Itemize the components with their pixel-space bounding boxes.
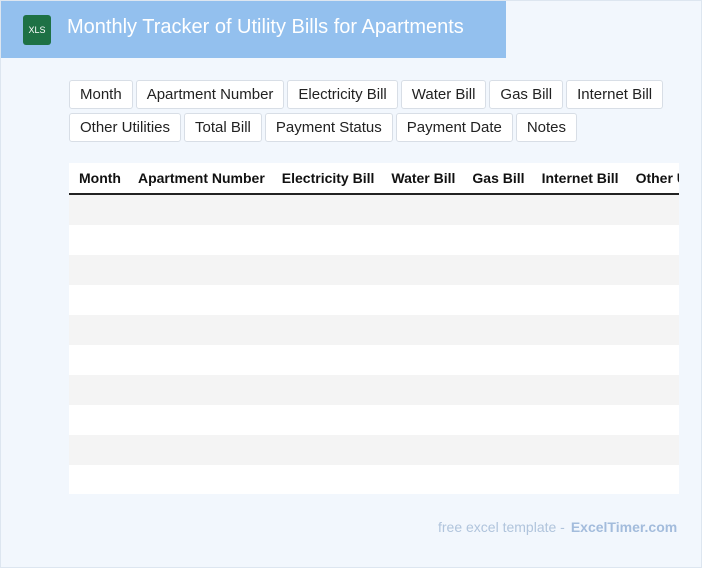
table-row bbox=[69, 255, 679, 285]
table-row bbox=[69, 435, 679, 465]
table-row bbox=[69, 375, 679, 405]
table-row bbox=[69, 315, 679, 345]
table-row bbox=[69, 195, 679, 225]
table-header: Month Apartment Number Electricity Bill Wat… bbox=[69, 163, 679, 195]
footer-text: free excel template - bbox=[438, 519, 565, 535]
table-row bbox=[69, 345, 679, 375]
column-header: Electricity Bill bbox=[281, 170, 375, 186]
field-tag[interactable]: Total Bill bbox=[184, 113, 262, 142]
table-body bbox=[69, 195, 679, 494]
table-row bbox=[69, 225, 679, 255]
field-tag[interactable]: Other Utilities bbox=[69, 113, 182, 142]
column-header: Month bbox=[79, 170, 121, 186]
column-header: Apartment Number bbox=[137, 170, 265, 186]
table-row bbox=[69, 465, 679, 494]
column-header: Gas Bill bbox=[472, 170, 525, 186]
table: Month Apartment Number Electricity Bill Wat… bbox=[69, 163, 679, 494]
field-tag[interactable]: Payment Date bbox=[395, 113, 513, 142]
field-tag[interactable]: Water Bill bbox=[400, 80, 487, 109]
footer-link[interactable]: ExcelTimer.com bbox=[570, 519, 678, 535]
field-tag[interactable]: Notes bbox=[515, 113, 578, 142]
field-tag[interactable]: Month bbox=[69, 80, 133, 109]
column-header: Other Utilities bbox=[635, 170, 679, 186]
table-row bbox=[69, 285, 679, 315]
footer: free excel template - ExcelTimer.com bbox=[438, 519, 677, 535]
field-tag[interactable]: Internet Bill bbox=[566, 80, 664, 109]
field-tag[interactable]: Gas Bill bbox=[489, 80, 564, 109]
field-tag[interactable]: Apartment Number bbox=[135, 80, 285, 109]
header-bar: XLS Monthly Tracker of Utility Bills for… bbox=[1, 1, 506, 58]
field-tag[interactable]: Payment Status bbox=[264, 113, 393, 142]
field-list: Month Apartment Number Electricity Bill Wat… bbox=[69, 80, 669, 142]
page-title: Monthly Tracker of Utility Bills for Apa… bbox=[67, 16, 464, 38]
table-row bbox=[69, 405, 679, 435]
column-header: Internet Bill bbox=[541, 170, 619, 186]
field-tag[interactable]: Electricity Bill bbox=[287, 80, 398, 109]
file-icon: XLS bbox=[23, 15, 51, 45]
column-header: Water Bill bbox=[391, 170, 456, 186]
